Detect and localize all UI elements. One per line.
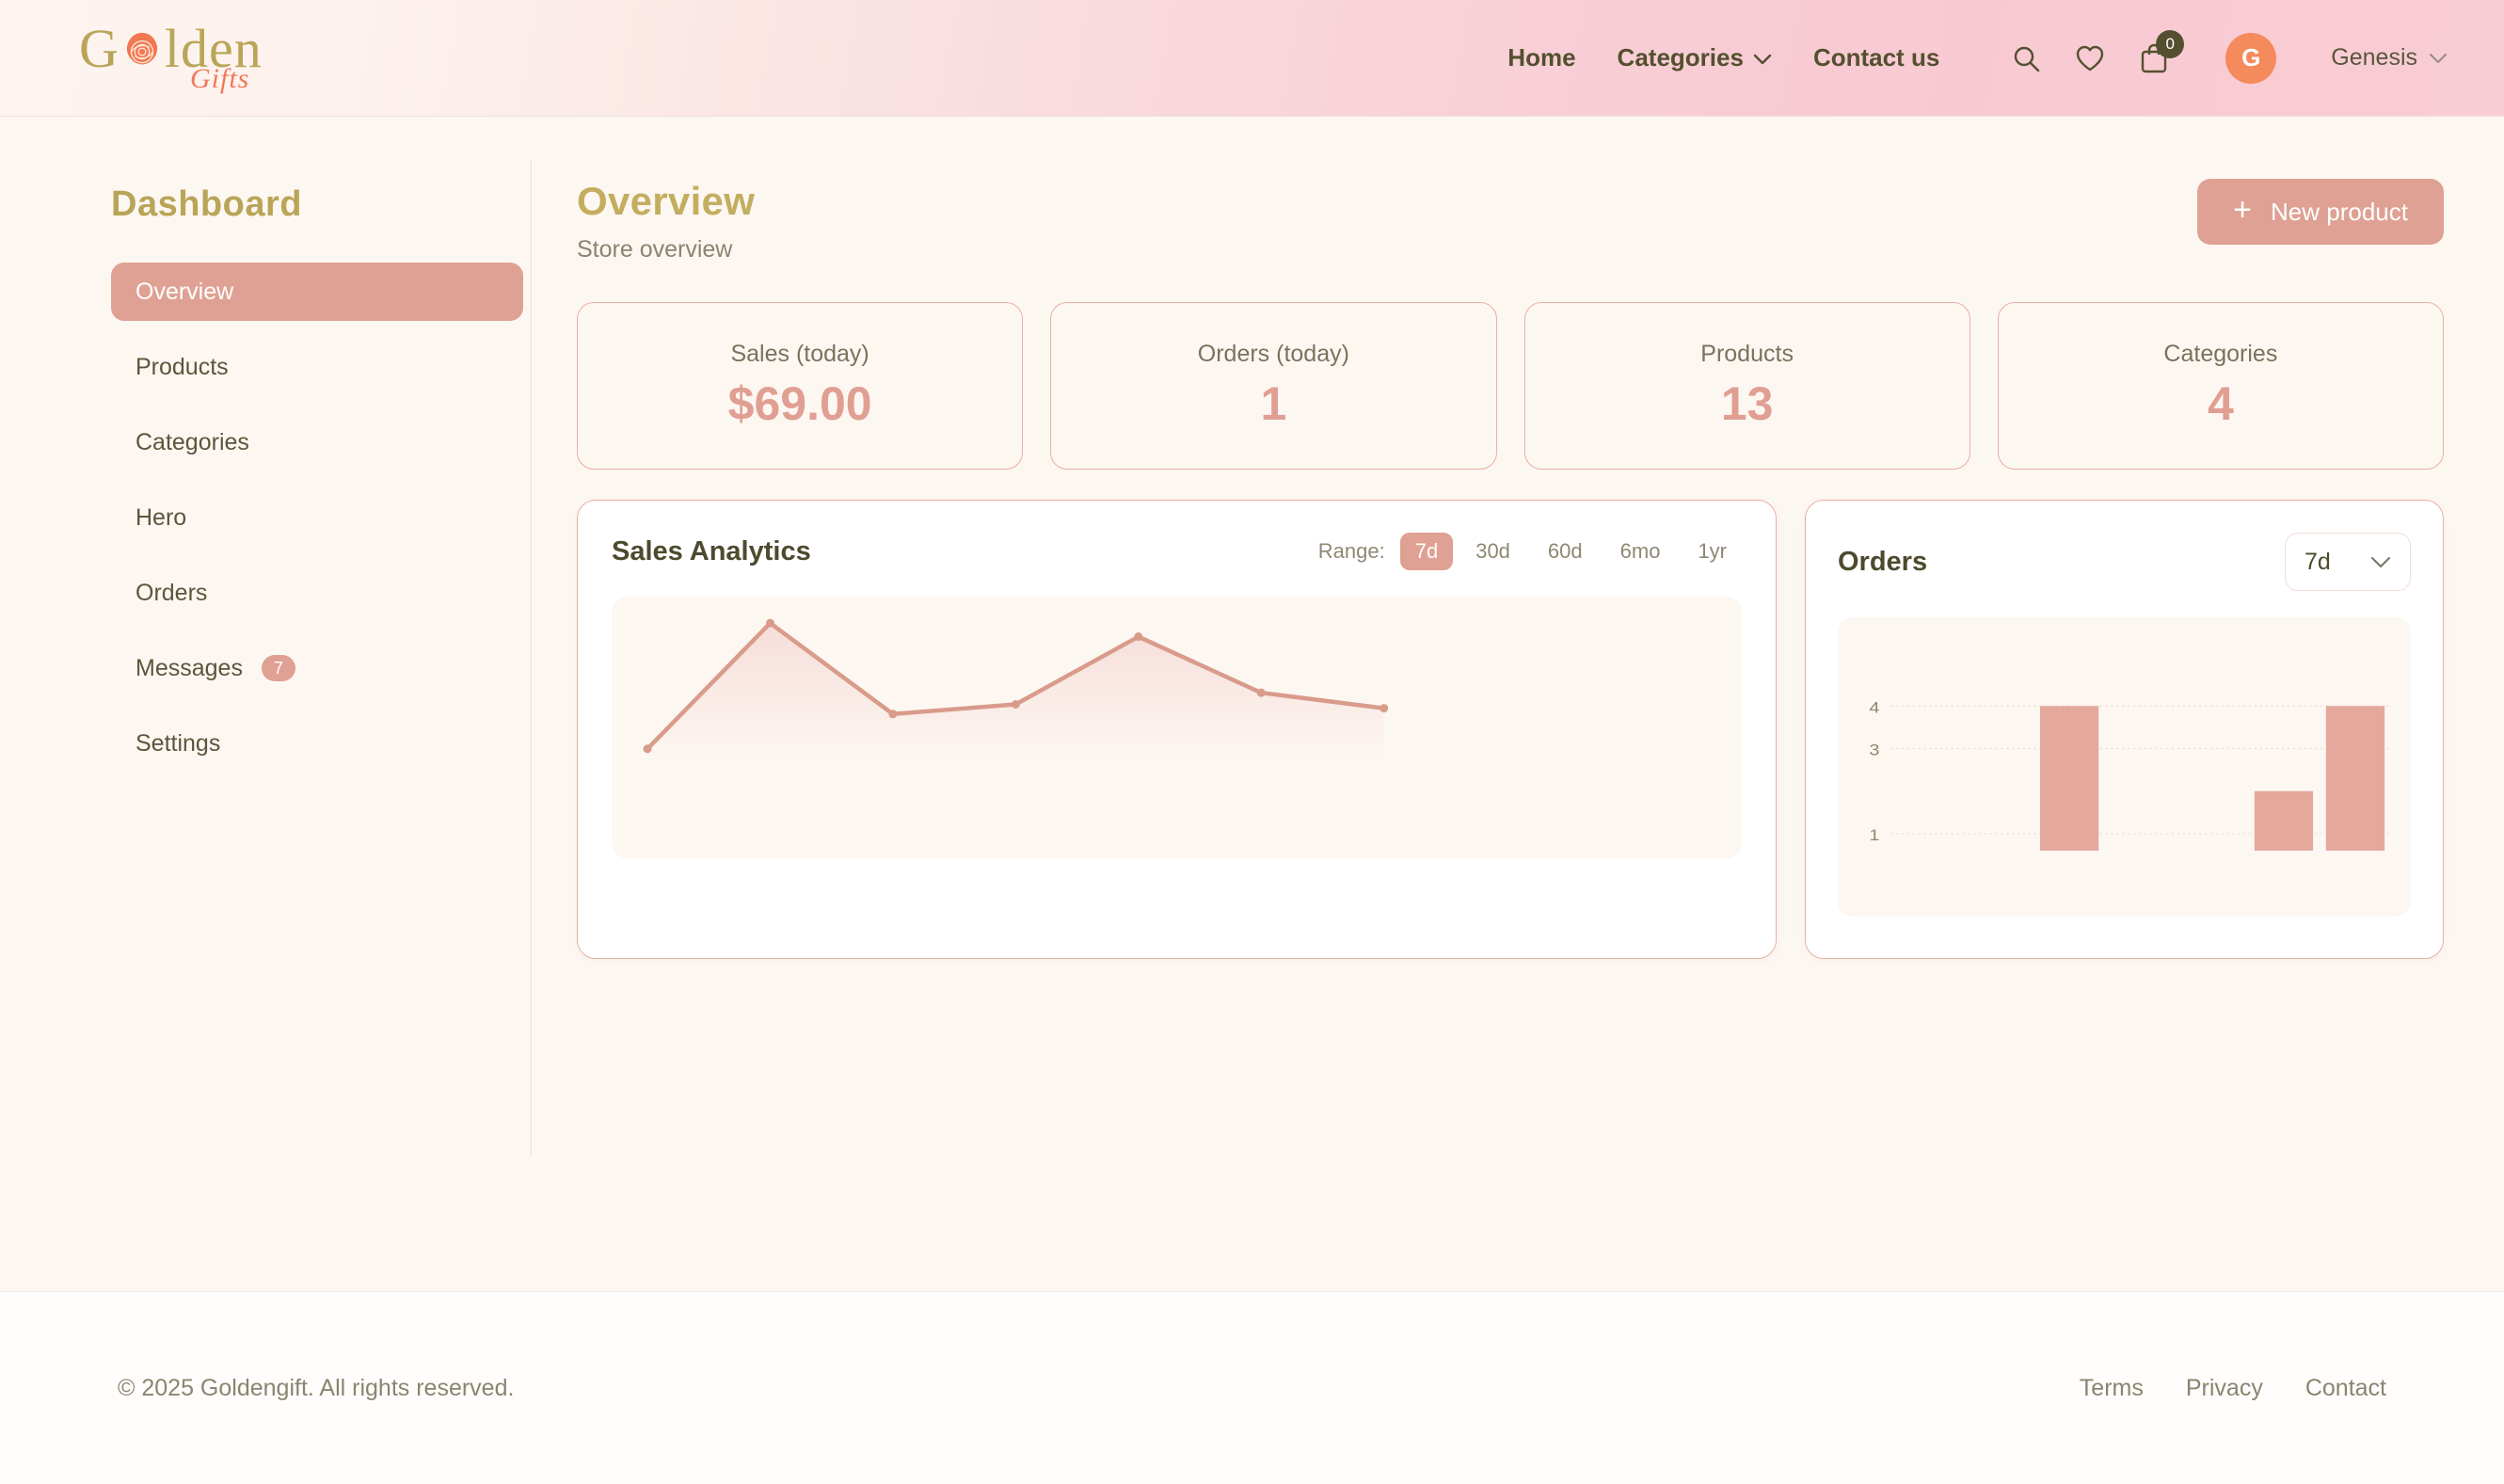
main-header: Overview Store overview + New product [577,179,2444,263]
rose-icon [120,29,164,72]
new-product-button[interactable]: + New product [2197,179,2444,245]
sidebar-item-label: Messages [136,654,243,681]
stat-value: 13 [1720,377,1774,430]
stat-label: Categories [2163,341,2278,367]
sidebar-title: Dashboard [111,184,302,224]
site-footer: © 2025 Goldengift. All rights reserved. … [0,1291,2504,1484]
sidebar-item-label: Settings [136,729,221,757]
orders-card-title: Orders [1838,546,1928,577]
user-menu[interactable]: Genesis [2331,44,2448,72]
sidebar-item-label: Products [136,353,229,380]
sidebar-item-products[interactable]: Products [111,338,523,396]
search-icon[interactable] [2007,40,2045,77]
cart-icon[interactable]: 0 [2135,29,2185,77]
chart-row: Sales Analytics Range: 7d 30d 60d 6mo 1y… [577,500,2444,959]
nav-label-home: Home [1507,43,1576,72]
nav-item-home[interactable]: Home [1507,43,1575,72]
site-logo[interactable]: G lden Gifts [79,16,263,101]
range-selector: Range: 7d 30d 60d 6mo 1yr [1318,533,1742,570]
stat-label: Sales (today) [730,341,869,367]
orders-range-select[interactable]: 7d [2285,533,2411,591]
sidebar-item-label: Categories [136,428,249,455]
sidebar-item-label: Overview [136,278,234,305]
sales-card-title: Sales Analytics [612,535,811,566]
new-product-label: New product [2271,197,2408,226]
footer-link-contact[interactable]: Contact [2305,1374,2386,1401]
range-label: Range: [1317,539,1385,563]
logo-wordmark: G lden [79,17,263,79]
page-heading-group: Overview Store overview [577,179,755,263]
main-content: Overview Store overview + New product Sa… [532,117,2504,1291]
cart-count-badge: 0 [2156,29,2185,58]
page-title: Overview [577,179,756,223]
chevron-down-icon [2429,44,2448,72]
footer-link-terms[interactable]: Terms [2079,1374,2144,1401]
stat-cards: Sales (today) $69.00 Orders (today) 1 Pr… [577,302,2444,470]
nav-label-contact-us: Contact us [1812,43,1940,72]
page-subtitle: Store overview [577,236,733,263]
logo-subtext: Gifts [190,62,250,94]
svg-text:4: 4 [1869,698,1879,716]
plus-icon: + [2233,192,2253,228]
sales-card-header: Sales Analytics Range: 7d 30d 60d 6mo 1y… [612,533,1742,570]
dashboard-sidebar: Dashboard Overview Products Categories H… [0,117,532,1291]
avatar[interactable]: G [2225,32,2277,84]
stat-value: $69.00 [727,377,872,430]
footer-link-privacy[interactable]: Privacy [2185,1374,2263,1401]
stat-label: Orders (today) [1197,341,1349,367]
primary-nav: Home Categories Contact us [1507,29,2448,84]
orders-card-header: Orders 7d [1838,533,2411,591]
logo-text-lden: lden [164,17,263,79]
stat-value: 4 [2207,377,2234,430]
orders-bar-chart: 4 3 1 [1838,617,2411,917]
nav-item-contact-us[interactable]: Contact us [1813,43,1939,72]
sidebar-item-orders[interactable]: Orders [111,564,523,622]
range-button-30d[interactable]: 30d [1460,533,1525,570]
nav-label-categories: Categories [1617,43,1744,72]
range-button-6mo[interactable]: 6mo [1605,533,1676,570]
stat-label: Products [1700,341,1794,367]
nav-item-categories[interactable]: Categories [1618,43,1772,72]
page-body: Dashboard Overview Products Categories H… [0,117,2504,1291]
stat-card-categories: Categories 4 [1997,302,2444,470]
sidebar-item-label: Orders [136,579,208,606]
orders-card: Orders 7d 4 3 1 [1805,500,2444,959]
user-name-label: Genesis [2331,44,2417,71]
site-header: G lden Gifts [0,0,2504,117]
sidebar-item-overview[interactable]: Overview [111,263,523,321]
svg-text:1: 1 [1869,825,1879,843]
logo-text-g: G [79,17,120,79]
sidebar-item-hero[interactable]: Hero [111,488,523,547]
svg-text:3: 3 [1869,741,1879,758]
chevron-down-icon [2370,549,2391,576]
sidebar-item-settings[interactable]: Settings [111,714,523,773]
range-button-60d[interactable]: 60d [1533,533,1598,570]
chevron-down-icon [1753,43,1772,72]
footer-copyright: © 2025 Goldengift. All rights reserved. [118,1374,515,1401]
messages-count-badge: 7 [261,654,295,682]
sidebar-item-categories[interactable]: Categories [111,413,523,471]
stat-card-products: Products 13 [1523,302,1970,470]
sales-line-chart [612,597,1742,858]
sidebar-item-messages[interactable]: Messages 7 [111,639,523,697]
stat-card-sales-today: Sales (today) $69.00 [577,302,1024,470]
range-button-1yr[interactable]: 1yr [1683,533,1742,570]
sidebar-item-label: Hero [136,503,187,531]
orders-range-value: 7d [2305,548,2331,575]
footer-links: Terms Privacy Contact [2080,1375,2386,1402]
range-button-7d[interactable]: 7d [1399,533,1454,570]
header-icon-group: 0 [2007,29,2185,77]
sales-analytics-card: Sales Analytics Range: 7d 30d 60d 6mo 1y… [577,500,1777,959]
stat-value: 1 [1260,377,1287,430]
heart-icon[interactable] [2071,40,2109,77]
stat-card-orders-today: Orders (today) 1 [1050,302,1497,470]
